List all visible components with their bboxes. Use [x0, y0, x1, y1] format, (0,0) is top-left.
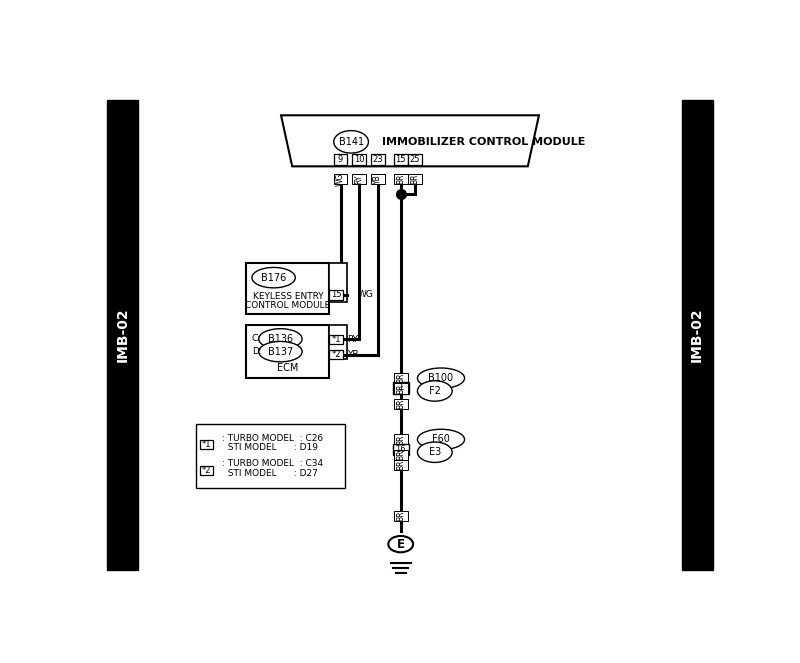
Text: B100: B100 — [429, 373, 454, 383]
FancyBboxPatch shape — [393, 444, 409, 455]
Ellipse shape — [388, 536, 413, 552]
Text: F60: F60 — [432, 434, 450, 444]
FancyBboxPatch shape — [408, 174, 422, 184]
FancyBboxPatch shape — [371, 154, 385, 165]
Ellipse shape — [334, 131, 369, 153]
FancyBboxPatch shape — [394, 154, 407, 165]
Text: WG: WG — [336, 172, 345, 186]
Ellipse shape — [258, 341, 302, 362]
FancyBboxPatch shape — [371, 174, 385, 184]
Text: 16: 16 — [395, 445, 406, 453]
Text: : TURBO MODEL  : C34: : TURBO MODEL : C34 — [222, 459, 322, 469]
Text: BR: BR — [396, 373, 405, 383]
FancyBboxPatch shape — [330, 335, 343, 344]
Text: 1: 1 — [398, 383, 403, 392]
Text: 15: 15 — [331, 290, 342, 300]
FancyBboxPatch shape — [330, 263, 346, 302]
Text: 9: 9 — [338, 154, 343, 164]
FancyBboxPatch shape — [200, 440, 214, 449]
Text: D:: D: — [252, 347, 262, 356]
Text: BR: BR — [396, 383, 405, 394]
Text: *1: *1 — [202, 440, 211, 449]
Text: C:: C: — [252, 334, 261, 343]
Text: STI MODEL      : D27: STI MODEL : D27 — [222, 469, 318, 477]
Ellipse shape — [418, 442, 452, 463]
Text: B176: B176 — [261, 272, 286, 282]
FancyBboxPatch shape — [246, 263, 330, 314]
Text: YB: YB — [374, 174, 382, 184]
Text: RY: RY — [346, 335, 358, 344]
Text: F2: F2 — [429, 386, 441, 396]
Text: IMB-02: IMB-02 — [690, 308, 704, 362]
FancyBboxPatch shape — [334, 154, 347, 165]
Text: B136: B136 — [268, 334, 293, 344]
Text: B137: B137 — [268, 347, 293, 357]
Text: BR: BR — [396, 434, 405, 445]
FancyBboxPatch shape — [394, 373, 407, 383]
Text: E3: E3 — [429, 448, 441, 457]
Ellipse shape — [418, 381, 452, 401]
Text: *2: *2 — [202, 465, 211, 475]
Text: E: E — [397, 538, 405, 551]
FancyBboxPatch shape — [394, 434, 407, 445]
Text: IMB-02: IMB-02 — [116, 308, 130, 362]
FancyBboxPatch shape — [352, 174, 366, 184]
FancyBboxPatch shape — [393, 383, 409, 394]
FancyBboxPatch shape — [394, 383, 407, 394]
FancyBboxPatch shape — [394, 511, 407, 521]
Text: STI MODEL      : D19: STI MODEL : D19 — [222, 443, 318, 452]
Text: IMMOBILIZER CONTROL MODULE: IMMOBILIZER CONTROL MODULE — [382, 137, 586, 147]
Ellipse shape — [252, 267, 295, 288]
FancyBboxPatch shape — [200, 465, 214, 475]
FancyBboxPatch shape — [196, 424, 345, 488]
FancyBboxPatch shape — [330, 350, 343, 359]
Text: 25: 25 — [410, 154, 420, 164]
Text: WG: WG — [358, 290, 373, 300]
Text: 10: 10 — [354, 154, 365, 164]
FancyBboxPatch shape — [394, 460, 407, 470]
Text: : TURBO MODEL  : C26: : TURBO MODEL : C26 — [222, 434, 322, 443]
FancyBboxPatch shape — [408, 154, 422, 165]
Text: BR: BR — [396, 459, 405, 470]
FancyBboxPatch shape — [107, 100, 138, 570]
FancyBboxPatch shape — [246, 325, 330, 378]
Text: *1: *1 — [331, 335, 341, 344]
Text: 15: 15 — [395, 154, 406, 164]
Polygon shape — [281, 115, 539, 166]
FancyBboxPatch shape — [334, 174, 347, 184]
Text: *2: *2 — [331, 350, 341, 359]
Text: BR: BR — [396, 398, 405, 409]
Text: CONTROL MODULE: CONTROL MODULE — [246, 301, 330, 310]
Text: BR: BR — [396, 174, 405, 184]
FancyBboxPatch shape — [394, 450, 407, 460]
Text: YB: YB — [346, 350, 358, 359]
Text: ECM: ECM — [277, 363, 298, 373]
FancyBboxPatch shape — [682, 100, 713, 570]
Text: 23: 23 — [373, 154, 383, 164]
Ellipse shape — [418, 368, 465, 389]
Text: BR: BR — [396, 450, 405, 460]
FancyBboxPatch shape — [330, 290, 343, 300]
Text: B141: B141 — [338, 137, 364, 147]
Text: RY: RY — [354, 174, 364, 184]
Text: BR: BR — [410, 174, 419, 184]
Ellipse shape — [418, 429, 465, 450]
Text: KEYLESS ENTRY: KEYLESS ENTRY — [253, 292, 323, 301]
Text: BR: BR — [396, 511, 405, 521]
FancyBboxPatch shape — [394, 398, 407, 409]
FancyBboxPatch shape — [330, 325, 346, 359]
Ellipse shape — [258, 329, 302, 349]
FancyBboxPatch shape — [394, 174, 407, 184]
FancyBboxPatch shape — [352, 154, 366, 165]
